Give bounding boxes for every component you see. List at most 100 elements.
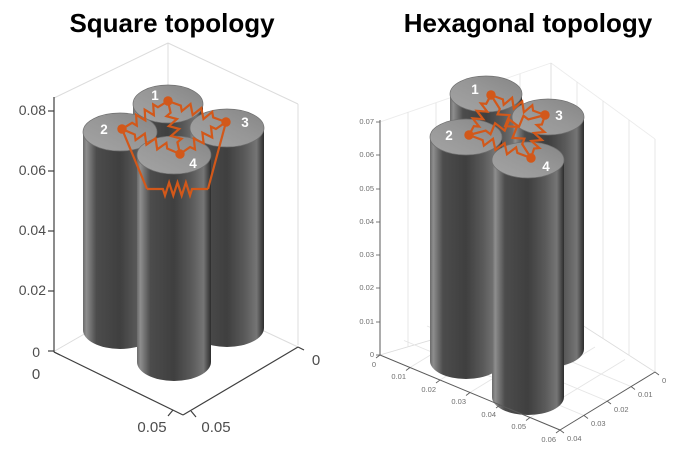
right-node-labels: 1 2 3 4 bbox=[445, 82, 563, 174]
resistor-edge bbox=[121, 127, 181, 156]
node-label-2: 2 bbox=[445, 128, 453, 143]
y-tick bbox=[606, 400, 612, 405]
resistor-edge bbox=[164, 100, 184, 155]
node-dot bbox=[540, 110, 550, 120]
right-plot: 0.07 0.06 0.05 0.04 0.03 0.02 0.01 0 0 0… bbox=[359, 8, 666, 444]
node-dot bbox=[464, 130, 474, 140]
right-plot-title: Hexagonal topology bbox=[404, 8, 653, 38]
x-tick bbox=[375, 354, 381, 359]
y-zero-label: 0 bbox=[312, 352, 320, 369]
x-tick-label: 0 bbox=[372, 360, 376, 369]
x-tick-label: 0.01 bbox=[391, 372, 406, 381]
z-tick-label: 0.06 bbox=[359, 150, 374, 159]
y-tick-label: 0.03 bbox=[591, 419, 606, 428]
node-label-4: 4 bbox=[189, 156, 197, 171]
y-tick bbox=[297, 346, 305, 351]
z-tick-label: 0.07 bbox=[359, 117, 374, 126]
left-resistor-network bbox=[120, 99, 228, 200]
node-dot bbox=[175, 149, 185, 159]
node-label-4: 4 bbox=[542, 159, 550, 174]
left-node-labels: 1 2 3 4 bbox=[100, 88, 249, 171]
resistor-edge bbox=[147, 178, 208, 200]
y-tick bbox=[654, 371, 660, 376]
node-dot bbox=[221, 117, 231, 127]
x-tick-label: 0.03 bbox=[451, 397, 466, 406]
x-tick-label: 0.02 bbox=[421, 385, 436, 394]
right-axes bbox=[375, 120, 660, 434]
z-tick-label: 0.04 bbox=[359, 217, 374, 226]
node-label-3: 3 bbox=[241, 115, 249, 130]
y-tick bbox=[630, 386, 636, 390]
y-tick bbox=[190, 410, 197, 418]
node-label-3: 3 bbox=[555, 108, 563, 123]
right-node-dots bbox=[464, 90, 550, 163]
node-dot bbox=[486, 90, 496, 100]
y-axis bbox=[182, 346, 299, 416]
x-max-label: 0.05 bbox=[137, 419, 166, 436]
node-label-1: 1 bbox=[471, 82, 479, 97]
resistor-edge bbox=[121, 100, 169, 130]
z-tick-label: 0.02 bbox=[19, 282, 46, 298]
wire bbox=[206, 121, 228, 190]
resistor-edge bbox=[468, 113, 546, 137]
node-label-2: 2 bbox=[100, 122, 108, 137]
cylinder-top bbox=[449, 75, 523, 113]
right-resistor-network bbox=[468, 93, 548, 160]
y-tick bbox=[583, 415, 589, 419]
resistor-edge bbox=[468, 133, 532, 160]
box-edge bbox=[53, 42, 169, 99]
z-tick-label: 0 bbox=[32, 344, 40, 360]
x-tick bbox=[53, 351, 61, 356]
z-tick-label: 0.02 bbox=[359, 283, 374, 292]
x-tick bbox=[555, 429, 561, 434]
y-tick bbox=[559, 429, 565, 434]
z-tick-label: 0 bbox=[370, 350, 374, 359]
resistor-edge bbox=[179, 121, 227, 155]
resistor-edge bbox=[490, 94, 532, 159]
resistor-edge bbox=[167, 99, 227, 124]
wire bbox=[120, 128, 149, 190]
node-dot bbox=[117, 124, 127, 134]
x-tick bbox=[465, 392, 471, 396]
y-tick-label: 0.02 bbox=[614, 405, 629, 414]
x-zero-label: 0 bbox=[32, 366, 40, 383]
resistor-edge bbox=[528, 114, 548, 159]
y-tick-label: 0 bbox=[662, 376, 666, 385]
y-max-label: 0.05 bbox=[201, 419, 230, 436]
z-tick-label: 0.06 bbox=[19, 162, 46, 178]
cylinder-top bbox=[189, 108, 265, 148]
x-tick bbox=[525, 417, 531, 421]
x-tick-label: 0.04 bbox=[481, 410, 496, 419]
right-cylinders bbox=[429, 75, 585, 415]
cylinder-body bbox=[492, 160, 564, 415]
z-tick-label: 0.03 bbox=[359, 250, 374, 259]
left-cylinders bbox=[82, 84, 265, 381]
node-dot bbox=[526, 153, 536, 163]
node-label-1: 1 bbox=[151, 88, 159, 103]
left-axes bbox=[48, 97, 305, 418]
left-plot-title: Square topology bbox=[69, 8, 275, 38]
right-axis-labels: 0.07 0.06 0.05 0.04 0.03 0.02 0.01 0 0 0… bbox=[359, 117, 666, 444]
x-tick bbox=[435, 379, 441, 384]
left-axis-labels: 0.08 0.06 0.04 0.02 0 0 0.05 0.05 0 bbox=[19, 102, 320, 436]
box-edge bbox=[167, 42, 299, 105]
resistor-edge bbox=[490, 93, 546, 117]
resistor-edge bbox=[468, 94, 492, 136]
cylinder-body bbox=[137, 155, 211, 381]
z-tick-label: 0.08 bbox=[19, 102, 46, 118]
x-tick bbox=[405, 367, 411, 371]
z-tick-label: 0.04 bbox=[19, 222, 46, 238]
z-tick-label: 0.01 bbox=[359, 317, 374, 326]
y-tick-label: 0.01 bbox=[638, 390, 653, 399]
x-tick bbox=[495, 404, 501, 409]
x-tick-label: 0.05 bbox=[511, 422, 526, 431]
left-node-dots bbox=[117, 96, 231, 159]
x-axis bbox=[53, 351, 184, 416]
x-tick bbox=[167, 409, 174, 417]
x-tick-label: 0.06 bbox=[541, 435, 556, 444]
left-plot: 0.08 0.06 0.04 0.02 0 0 0.05 0.05 0 1 2 … bbox=[19, 8, 320, 436]
y-tick-label: 0.04 bbox=[567, 434, 582, 443]
node-dot bbox=[163, 96, 173, 106]
